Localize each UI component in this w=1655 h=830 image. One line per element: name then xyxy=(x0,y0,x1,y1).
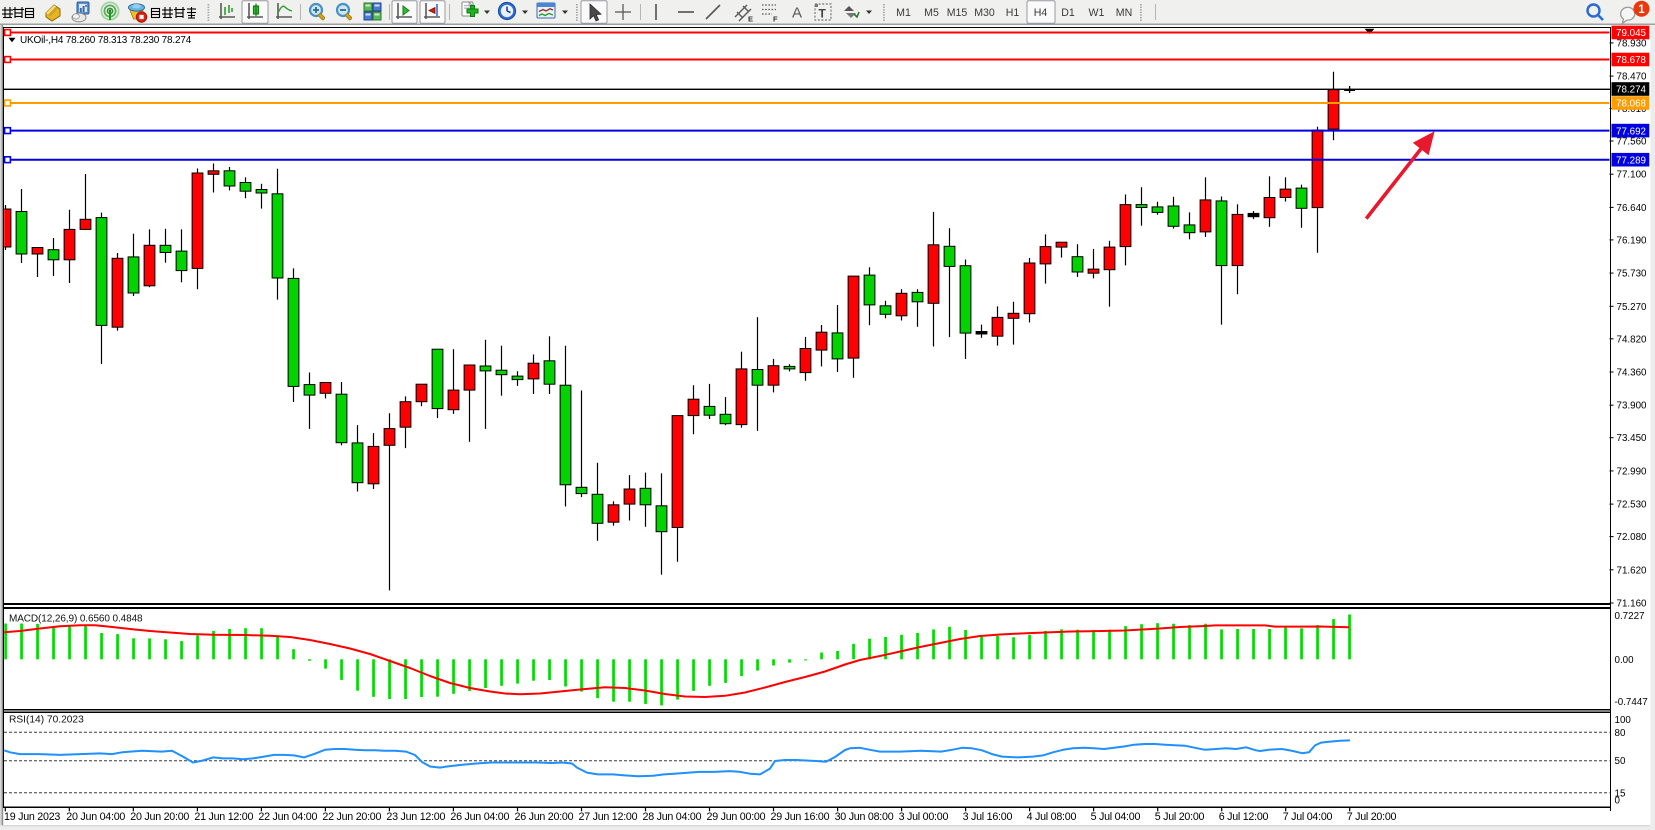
svg-text:72.080: 72.080 xyxy=(1617,532,1648,543)
svg-text:29 Jun 16:00: 29 Jun 16:00 xyxy=(771,811,830,823)
svg-text:RSI(14) 70.2023: RSI(14) 70.2023 xyxy=(9,715,84,726)
svg-text:E: E xyxy=(748,15,753,24)
svg-text:71.160: 71.160 xyxy=(1617,599,1648,610)
svg-text:20 Jun 04:00: 20 Jun 04:00 xyxy=(66,811,125,823)
svg-text:15: 15 xyxy=(1615,788,1626,799)
svg-text:78.470: 78.470 xyxy=(1617,72,1648,83)
svg-text:1: 1 xyxy=(1638,4,1645,16)
svg-text:74.360: 74.360 xyxy=(1617,368,1648,379)
svg-text:M1: M1 xyxy=(896,7,911,19)
svg-text:50: 50 xyxy=(1615,756,1626,767)
svg-text:79.045: 79.045 xyxy=(1616,28,1647,39)
svg-text:77.560: 77.560 xyxy=(1617,137,1648,148)
svg-text:74.820: 74.820 xyxy=(1617,334,1648,345)
svg-text:F: F xyxy=(773,15,778,24)
svg-text:77.100: 77.100 xyxy=(1617,170,1648,181)
svg-text:M30: M30 xyxy=(974,7,995,19)
svg-text:76.640: 76.640 xyxy=(1617,203,1648,214)
svg-text:23 Jun 12:00: 23 Jun 12:00 xyxy=(386,811,445,823)
svg-text:UKOil-,H4 78.260 78.313 78.23: UKOil-,H4 78.260 78.313 78.230 78.274 xyxy=(20,35,192,46)
svg-text:H4: H4 xyxy=(1034,7,1048,19)
svg-text:H1: H1 xyxy=(1006,7,1020,19)
svg-text:T: T xyxy=(819,7,827,21)
svg-text:30 Jun 08:00: 30 Jun 08:00 xyxy=(835,811,894,823)
svg-text:19 Jun 2023: 19 Jun 2023 xyxy=(4,811,60,823)
svg-text:5 Jul 20:00: 5 Jul 20:00 xyxy=(1155,811,1205,823)
svg-text:21 Jun 12:00: 21 Jun 12:00 xyxy=(194,811,253,823)
svg-text:-0.7447: -0.7447 xyxy=(1615,697,1648,708)
svg-text:78.678: 78.678 xyxy=(1616,55,1647,66)
svg-text:72.530: 72.530 xyxy=(1617,500,1648,511)
svg-text:78.274: 78.274 xyxy=(1616,85,1647,96)
svg-text:MN: MN xyxy=(1116,7,1132,19)
svg-text:7 Jul 04:00: 7 Jul 04:00 xyxy=(1283,811,1333,823)
svg-text:78.068: 78.068 xyxy=(1616,99,1647,110)
svg-text:0.00: 0.00 xyxy=(1615,655,1635,666)
svg-text:M15: M15 xyxy=(947,7,968,19)
svg-text:27 Jun 12:00: 27 Jun 12:00 xyxy=(579,811,638,823)
svg-text:75.730: 75.730 xyxy=(1617,269,1648,280)
svg-text:26 Jun 04:00: 26 Jun 04:00 xyxy=(450,811,509,823)
svg-text:6 Jul 12:00: 6 Jul 12:00 xyxy=(1219,811,1269,823)
svg-text:26 Jun 20:00: 26 Jun 20:00 xyxy=(515,811,574,823)
svg-text:0.7227: 0.7227 xyxy=(1615,611,1645,622)
svg-text:22 Jun 20:00: 22 Jun 20:00 xyxy=(322,811,381,823)
svg-text:80: 80 xyxy=(1615,728,1626,739)
svg-text:5 Jul 04:00: 5 Jul 04:00 xyxy=(1091,811,1141,823)
svg-text:0: 0 xyxy=(1615,796,1621,807)
svg-text:71.620: 71.620 xyxy=(1617,565,1648,576)
svg-text:73.900: 73.900 xyxy=(1617,401,1648,412)
svg-text:D1: D1 xyxy=(1061,7,1075,19)
svg-text:77.289: 77.289 xyxy=(1616,155,1646,166)
svg-text:76.190: 76.190 xyxy=(1617,235,1648,246)
svg-text:75.270: 75.270 xyxy=(1617,302,1648,313)
svg-text:77.692: 77.692 xyxy=(1616,126,1646,137)
svg-text:W1: W1 xyxy=(1089,7,1105,19)
svg-text:100: 100 xyxy=(1615,715,1632,726)
svg-text:7 Jul 20:00: 7 Jul 20:00 xyxy=(1347,811,1397,823)
svg-text:MACD(12,26,9) 0.6560 0.4848: MACD(12,26,9) 0.6560 0.4848 xyxy=(9,614,143,625)
svg-text:3 Jul 00:00: 3 Jul 00:00 xyxy=(899,811,949,823)
svg-text:20 Jun 20:00: 20 Jun 20:00 xyxy=(130,811,189,823)
svg-text:78.930: 78.930 xyxy=(1617,38,1648,49)
svg-text:M5: M5 xyxy=(924,7,939,19)
svg-text:28 Jun 04:00: 28 Jun 04:00 xyxy=(643,811,702,823)
svg-text:3 Jul 16:00: 3 Jul 16:00 xyxy=(963,811,1013,823)
svg-text:4 Jul 08:00: 4 Jul 08:00 xyxy=(1027,811,1077,823)
svg-text:29 Jun 00:00: 29 Jun 00:00 xyxy=(707,811,766,823)
svg-text:22 Jun 04:00: 22 Jun 04:00 xyxy=(258,811,317,823)
svg-text:73.450: 73.450 xyxy=(1617,433,1648,444)
svg-text:72.990: 72.990 xyxy=(1617,466,1648,477)
svg-text:A: A xyxy=(792,5,802,22)
